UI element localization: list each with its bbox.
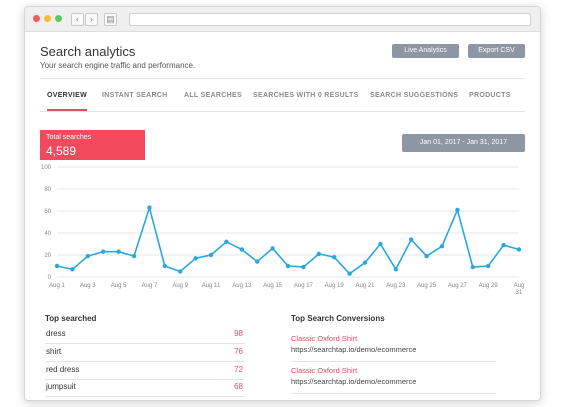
data-point	[54, 263, 60, 269]
total-searches-card: Total searches 4,589	[40, 130, 145, 160]
top-searched-row[interactable]: shirt 76	[45, 346, 245, 362]
data-point	[316, 251, 321, 257]
conversion-item[interactable]: Classic Oxford Shirt https://searchtap.i…	[291, 334, 496, 362]
search-count: 68	[234, 382, 243, 391]
forward-arrow-icon[interactable]: ›	[85, 13, 98, 26]
x-tick-label: Aug 7	[142, 283, 158, 289]
data-point	[409, 237, 414, 242]
top-searched-row[interactable]: dress 98	[45, 328, 245, 344]
tab-overview[interactable]: OVERVIEW	[47, 79, 88, 111]
total-searches-value: 4,589	[46, 144, 77, 158]
x-tick-label: Aug 29	[479, 283, 499, 289]
x-tick-label: Aug 5	[111, 283, 127, 289]
maximize-window-icon[interactable]	[55, 15, 62, 22]
data-point	[455, 207, 460, 213]
search-term: red dress	[46, 365, 80, 374]
data-point	[424, 253, 429, 259]
x-tick-label: Aug 25	[417, 283, 437, 289]
data-point	[285, 263, 291, 269]
search-term: jumpsuit	[46, 382, 76, 391]
x-tick-label: Aug 21	[355, 283, 375, 289]
y-tick-label: 80	[44, 187, 51, 193]
data-point	[147, 205, 152, 210]
tab-instant-search[interactable]: INSTANT SEARCH	[102, 92, 168, 99]
search-count: 72	[234, 365, 243, 374]
top-searched-row[interactable]: red dress 72	[45, 364, 245, 380]
data-point	[362, 260, 368, 265]
data-point	[101, 249, 106, 254]
y-tick-label: 40	[44, 231, 51, 237]
x-tick-label: Aug 27	[448, 283, 468, 289]
data-point	[486, 263, 491, 269]
search-count: 76	[234, 347, 243, 356]
data-point	[255, 259, 260, 264]
data-point	[378, 241, 383, 247]
top-searched-title: Top searched	[45, 314, 97, 323]
top-searched-row[interactable]: jumpsuit 68	[45, 381, 245, 397]
data-point	[178, 269, 183, 274]
data-point	[239, 247, 244, 252]
live-analytics-button[interactable]: Live Analytics	[392, 44, 459, 58]
search-count: 98	[234, 329, 243, 338]
data-point	[332, 255, 337, 260]
x-tick-label: Aug 15	[263, 283, 283, 289]
browser-titlebar: ‹ › ▤	[25, 7, 540, 32]
tab-searches-with-0-results[interactable]: SEARCHES WITH 0 RESULTS	[253, 92, 359, 99]
tab-search-suggestions[interactable]: SEARCH SUGGESTIONS	[370, 92, 459, 99]
page-title: Search analytics	[40, 44, 136, 59]
data-point	[301, 264, 306, 270]
y-tick-label: 20	[44, 253, 51, 259]
data-point	[70, 267, 75, 272]
conversion-item[interactable]: Classic Oxford Shirt https://searchtap.i…	[291, 366, 496, 394]
search-term: shirt	[46, 347, 62, 356]
x-tick-label: Aug 17	[294, 283, 314, 289]
x-tick-label: Aug 11	[202, 283, 221, 289]
conversion-url: https://searchtap.io/demo/ecommerce	[291, 345, 417, 354]
x-tick-label: Aug 19	[325, 283, 345, 289]
export-csv-button[interactable]: Export CSV	[468, 44, 525, 58]
sidebar-toggle-icon[interactable]: ▤	[104, 13, 117, 26]
searches-line-chart: 0 20 40 60 80 100 Aug 1 Aug 3 Aug 5 Aug 7 Aug 9 Aug…	[41, 165, 525, 296]
data-point	[516, 247, 522, 252]
conversion-url: https://searchtap.io/demo/ecommerce	[291, 377, 417, 386]
date-range-button[interactable]: Jan 01, 2017 - Jan 31, 2017	[402, 134, 525, 152]
data-point	[501, 242, 506, 248]
data-point	[224, 239, 229, 244]
x-tick-label: Aug 3	[80, 283, 96, 289]
x-tick-label: Aug 9	[172, 283, 188, 289]
close-window-icon[interactable]	[33, 15, 40, 22]
minimize-window-icon[interactable]	[44, 15, 51, 22]
x-tick-label: Aug 1	[49, 283, 65, 289]
conversion-product-link[interactable]: Classic Oxford Shirt	[291, 366, 358, 375]
top-conversions-title: Top Search Conversions	[291, 314, 385, 323]
x-tick-label: Aug 23	[386, 283, 406, 289]
y-tick-label: 100	[41, 165, 52, 171]
data-point	[393, 267, 398, 272]
tab-bar: OVERVIEW INSTANT SEARCH ALL SEARCHES SEA…	[40, 78, 525, 112]
y-tick-label: 0	[48, 275, 52, 281]
data-point	[85, 253, 90, 259]
browser-window: ‹ › ▤ Search analytics Your search engin…	[24, 6, 541, 401]
conversion-product-link[interactable]: Classic Oxford Shirt	[291, 334, 358, 343]
data-point	[116, 249, 121, 254]
y-tick-label: 60	[44, 209, 51, 215]
total-searches-label: Total searches	[46, 134, 92, 141]
data-point	[439, 244, 445, 249]
back-arrow-icon[interactable]: ‹	[71, 13, 84, 26]
data-point	[270, 246, 275, 251]
page-subtitle: Your search engine traffic and performan…	[40, 61, 196, 70]
tab-all-searches[interactable]: ALL SEARCHES	[184, 92, 242, 99]
data-point	[131, 253, 137, 259]
data-point	[208, 252, 214, 258]
x-tick-label: Aug 31	[514, 283, 525, 296]
data-point	[470, 264, 475, 270]
page-content: Search analytics Your search engine traf…	[25, 32, 540, 400]
data-point	[347, 271, 352, 276]
x-tick-label: Aug 13	[232, 283, 252, 289]
search-term: dress	[46, 329, 66, 338]
data-point	[193, 256, 198, 261]
data-point	[162, 263, 167, 269]
address-bar[interactable]	[129, 13, 531, 26]
tab-products[interactable]: PRODUCTS	[469, 92, 511, 99]
